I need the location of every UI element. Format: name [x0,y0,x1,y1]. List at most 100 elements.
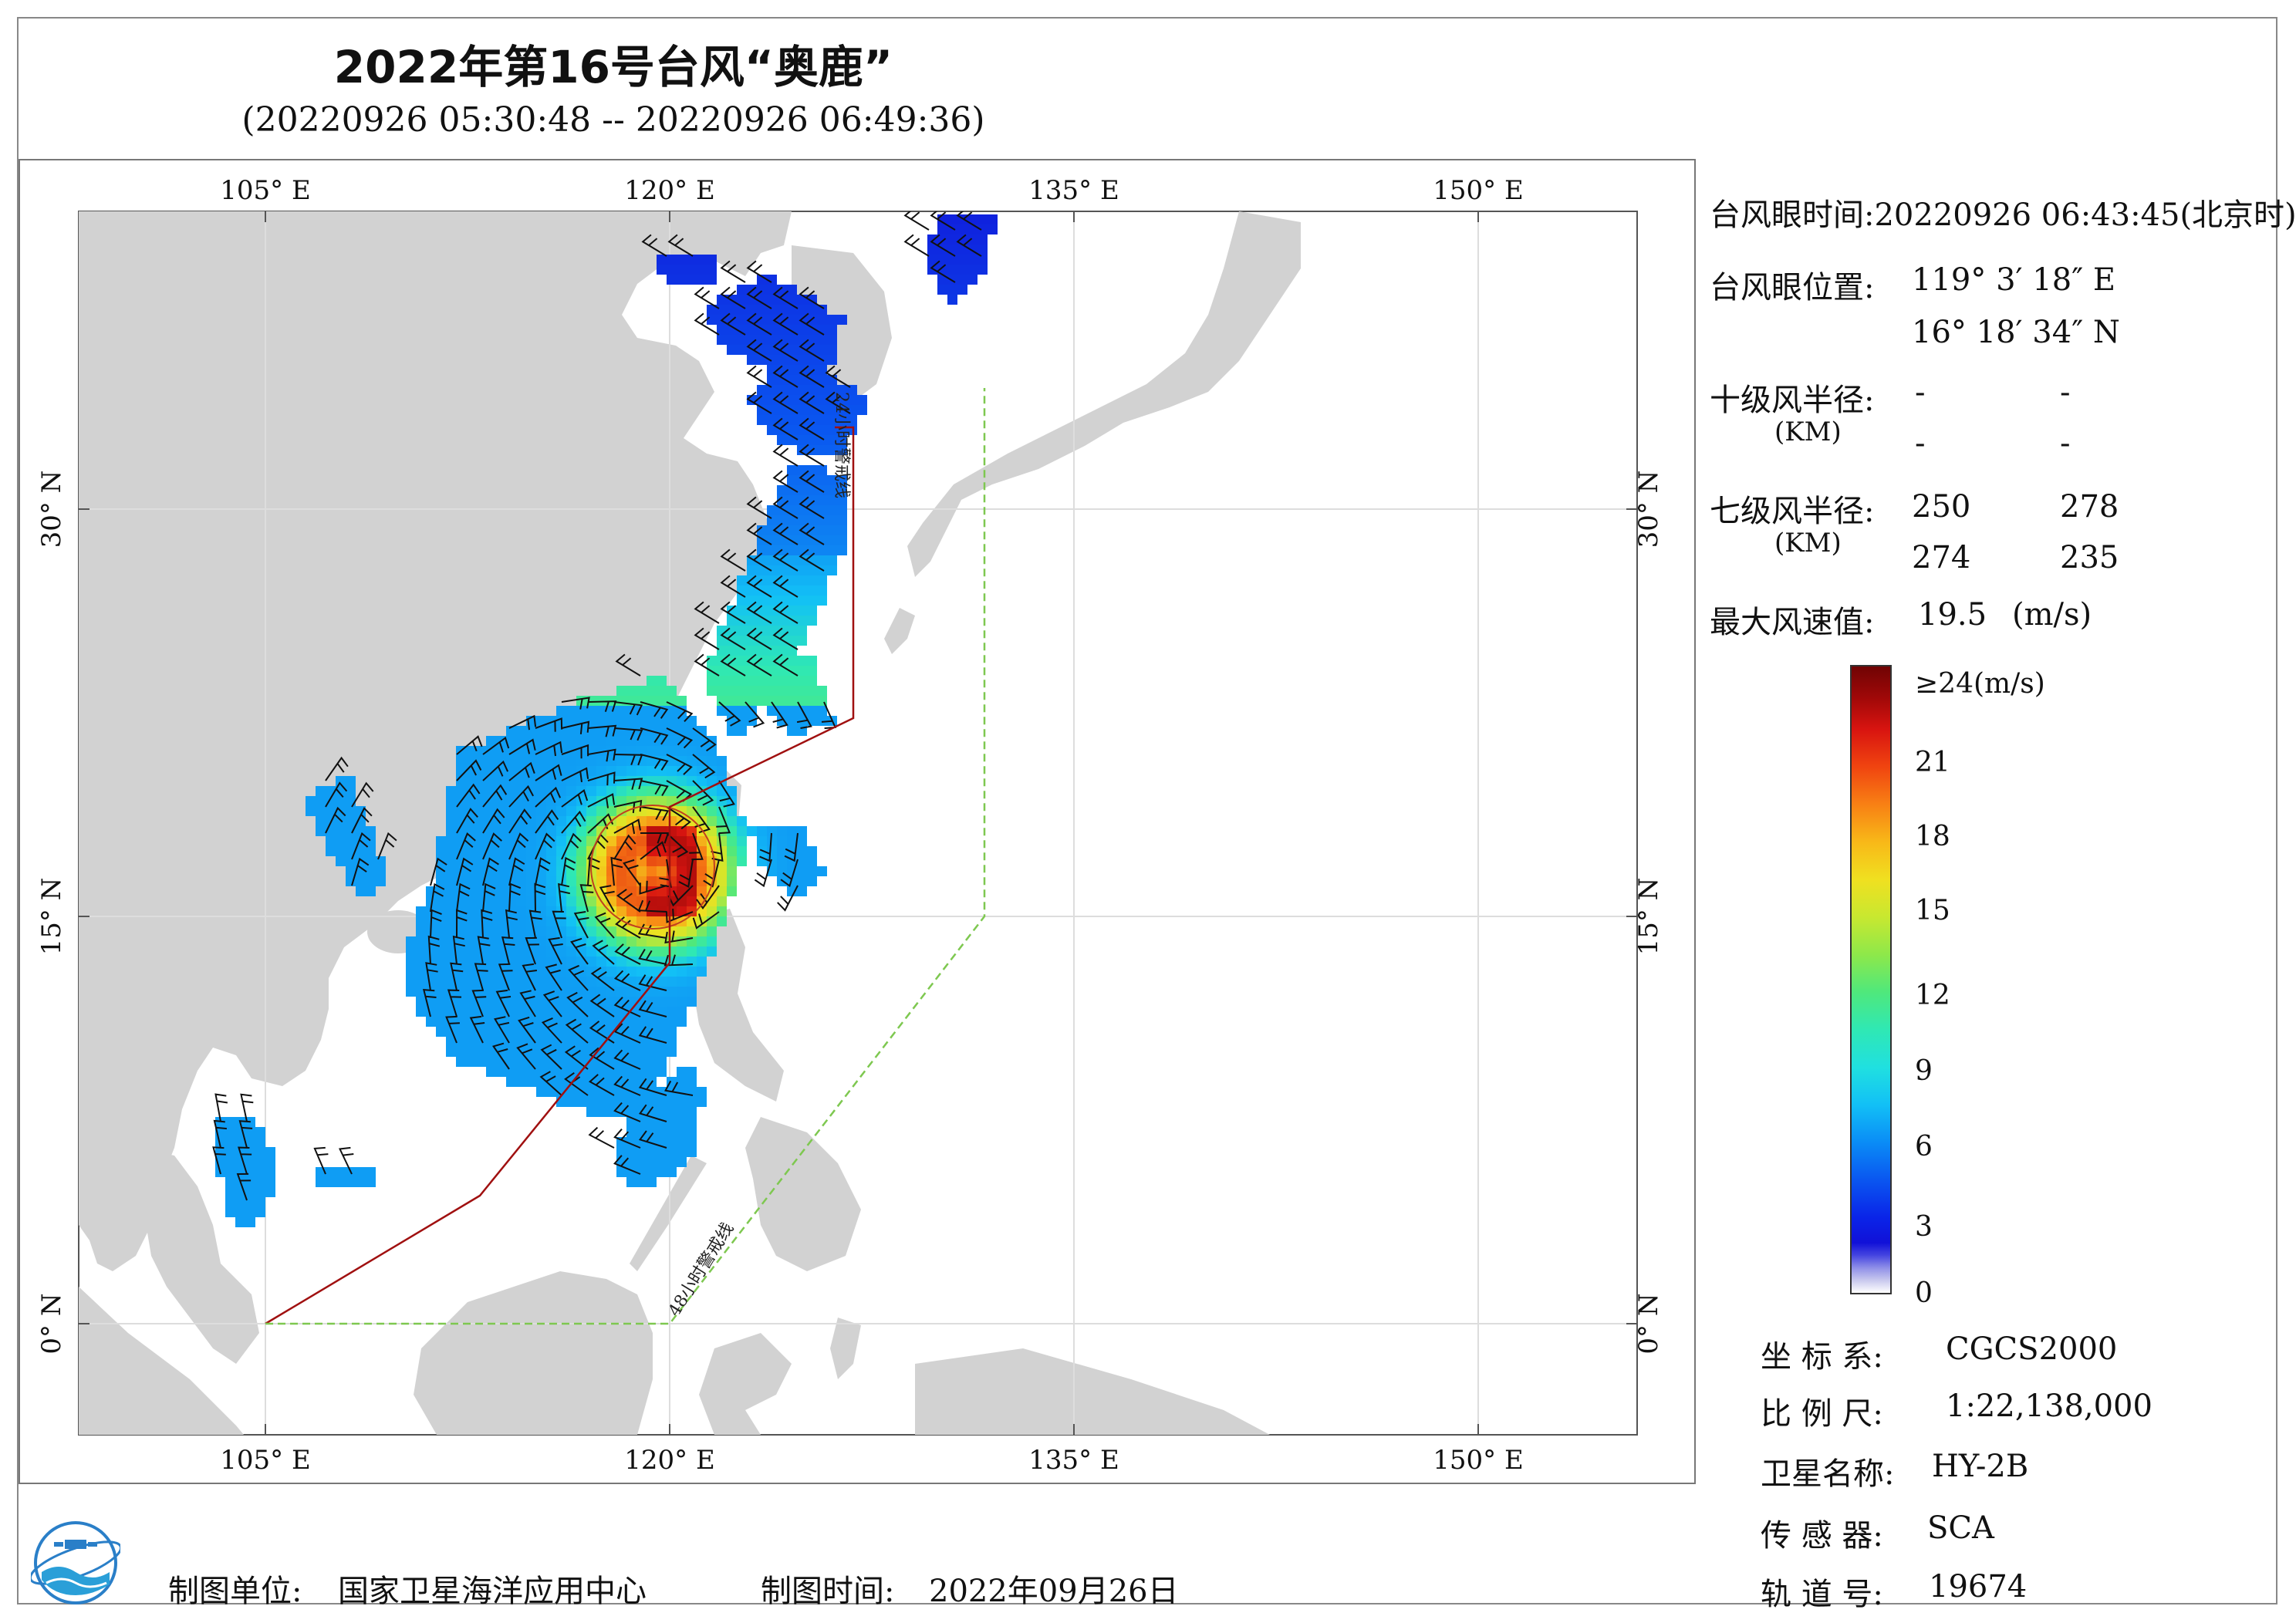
swath-cell [336,836,346,846]
swath-cell [446,1047,456,1057]
swath-cell [807,856,817,866]
swath-cell [667,766,677,776]
swath-cell [616,997,626,1007]
swath-cell [797,345,807,355]
swath-cell [436,896,446,906]
swath-cell [667,1107,677,1117]
swath-cell [346,856,356,866]
swath-cell [606,926,616,936]
swath-cell [366,1177,376,1187]
swath-cell [616,736,626,746]
wind-barb [351,832,371,860]
swath-cell [586,936,596,946]
swath-cell [265,1167,275,1177]
swath-cell [466,957,476,967]
sensor-label: 传 感 器: [1761,1518,1883,1554]
swath-cell [797,696,807,706]
swath-cell [636,1097,647,1107]
swath-cell [576,876,586,886]
swath-cell [526,997,536,1007]
wind-barb [238,1120,253,1149]
swath-cell [436,836,446,846]
swath-cell [346,836,356,846]
swath-cell [817,535,827,545]
swath-cell [496,866,506,876]
land-borneo [414,1271,653,1435]
swath-cell [787,475,797,485]
swath-cell [697,255,707,265]
swath-cell [566,957,576,967]
wind-barb [616,889,641,913]
swath-cell [967,275,977,285]
swath-cell [556,826,566,836]
swath-cell [526,916,536,926]
swath-cell [677,1107,687,1117]
swath-cell [767,555,777,565]
swath-cell [576,756,586,766]
swath-cell [807,686,817,696]
wind-barb [474,963,488,991]
swath-cell [687,946,697,957]
land-new-guinea [915,1348,1270,1435]
swath-cell [516,1027,526,1037]
swath-cell [596,736,606,746]
swath-cell [596,696,606,706]
swath-cell [536,1077,546,1087]
swath-cell [727,836,737,846]
swath-cell [586,786,596,796]
swath-cell [596,746,606,756]
swath-cell [446,886,456,896]
wind-barb [213,1119,227,1149]
swath-cell [556,997,566,1007]
swath-cell [636,786,647,796]
swath-cell [516,1077,526,1087]
swath-cell [516,1007,526,1017]
swath-cell [536,716,546,726]
swath-cell [727,626,737,636]
swath-cell [787,495,797,505]
swath-cell [456,806,466,816]
swath-cell [526,766,536,776]
swath-cell [476,816,486,826]
swath-cell [636,856,647,866]
swath-cell [667,1097,677,1107]
swath-cell [466,946,476,957]
eye-time-value: 20220926 06:43:45(北京时) [1874,197,2296,233]
swath-cell [817,596,827,606]
swath-cell [456,776,466,786]
swath-cell [717,886,727,896]
swath-cell [647,876,657,886]
swath-cell [606,866,616,876]
wind-barb [754,859,772,888]
swath-cell [496,826,506,836]
swath-cell [947,245,957,255]
swath-cell [667,255,677,265]
swath-cell [336,786,346,796]
swath-cell [616,816,626,826]
swath-cell [546,886,556,896]
swath-cell [526,726,536,736]
swath-cell [616,936,626,946]
swath-cell [446,906,456,916]
swath-cell [516,946,526,957]
swath-cell [687,796,697,806]
swath-cell [566,1087,576,1097]
swath-cell [677,826,687,836]
swath-cell [566,766,576,776]
r7-unit: (KM) [1774,528,1842,558]
swath-cell [737,676,747,686]
eye-time-label: 台风眼时间: [1710,197,1875,233]
swath-cell [416,936,426,946]
swath-cell [767,315,777,325]
swath-cell [446,836,456,846]
swath-cell [486,896,496,906]
swath-cell [797,485,807,495]
swath-cell [436,906,446,916]
swath-cell [245,1177,255,1187]
typhoon-wind-radius-circle [590,805,715,930]
swath-cell [546,1057,556,1067]
swath-cell [265,1157,275,1167]
swath-cell [797,495,807,505]
swath-cell [767,636,777,646]
swath-cell [767,616,777,626]
